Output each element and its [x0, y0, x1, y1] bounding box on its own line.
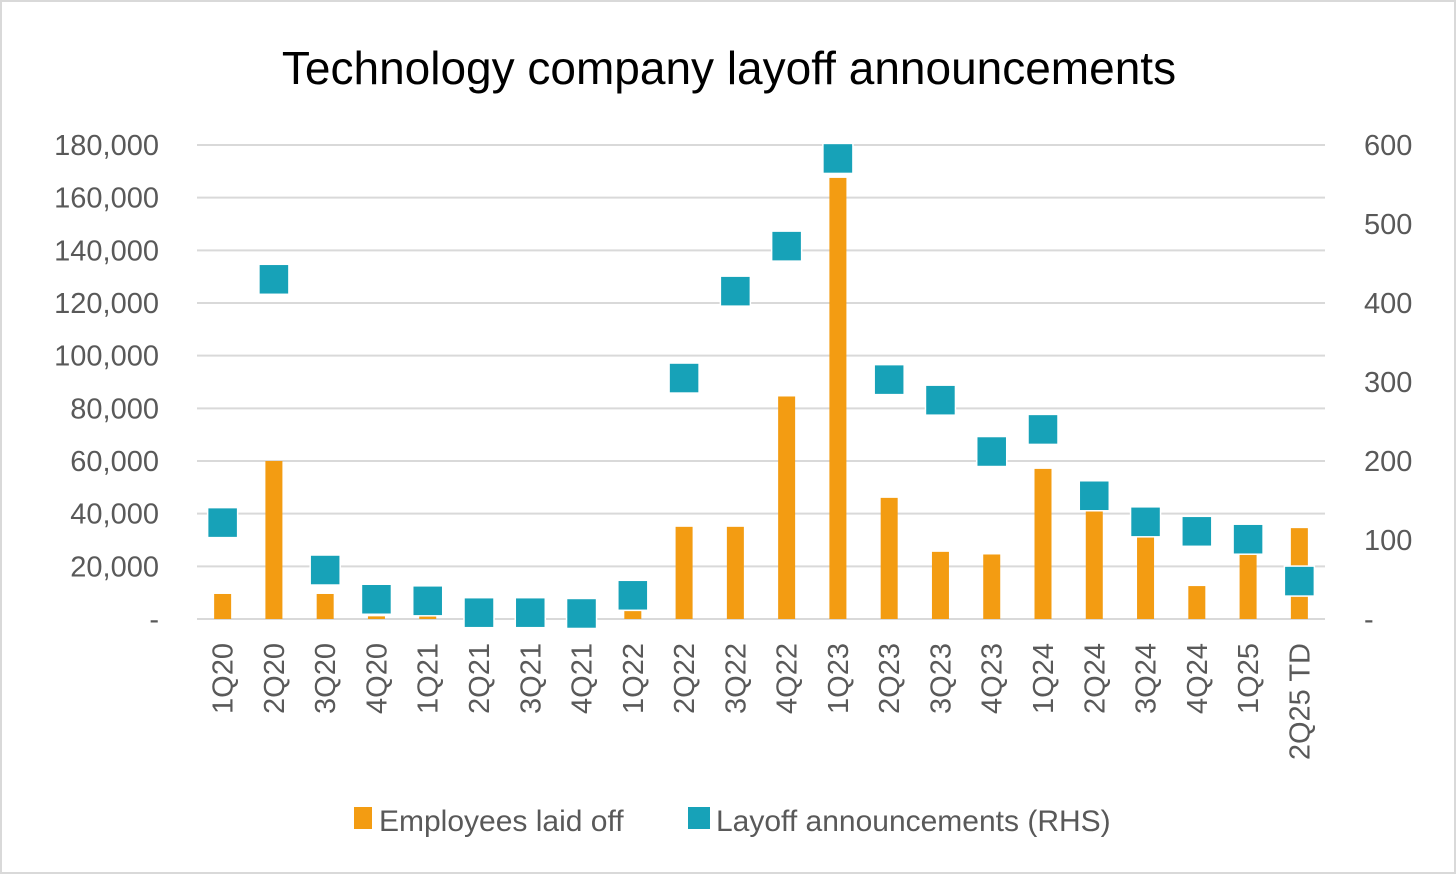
bar-employees-laid-off [316, 593, 334, 619]
marker-layoff-announcements [975, 435, 1008, 468]
marker-layoff-announcements [206, 506, 239, 539]
bar-employees-laid-off [624, 611, 642, 619]
x-tick-label: 2Q23 [874, 643, 906, 714]
left-tick-label: 140,000 [54, 235, 159, 267]
bar-employees-laid-off [1188, 586, 1206, 619]
left-tick-label: 120,000 [54, 288, 159, 320]
left-tick-label: 160,000 [54, 183, 159, 215]
x-tick-label: 3Q20 [310, 643, 342, 714]
legend-swatch-announcements [688, 807, 710, 829]
bar-employees-laid-off [880, 497, 898, 619]
right-axis: - 100 200 300 400 500 600 [1364, 130, 1412, 636]
x-tick-label: 2Q21 [464, 643, 496, 714]
right-tick-label: - [1364, 604, 1374, 636]
marker-layoff-announcements [1181, 515, 1213, 548]
bar-employees-laid-off [214, 593, 232, 619]
x-tick-label: 3Q24 [1131, 643, 1163, 714]
marker-layoff-announcements [1027, 413, 1059, 446]
x-tick-label: 4Q20 [361, 643, 393, 714]
bar-employees-laid-off [367, 616, 385, 619]
x-tick-label: 4Q24 [1182, 643, 1214, 714]
bar-series [214, 177, 1308, 619]
left-tick-label: 40,000 [70, 499, 159, 531]
marker-layoff-announcements [822, 142, 854, 175]
x-tick-label: 4Q23 [977, 643, 1009, 714]
x-tick-label: 4Q21 [567, 643, 599, 714]
right-tick-label: 200 [1364, 446, 1412, 478]
marker-layoff-announcements [719, 275, 752, 307]
bar-employees-laid-off [983, 554, 1001, 619]
x-tick-label: 1Q22 [618, 643, 650, 714]
marker-series [206, 142, 1316, 630]
bar-employees-laid-off [931, 551, 949, 619]
marker-layoff-announcements [411, 585, 444, 617]
x-tick-label: 3Q21 [515, 643, 547, 714]
x-tick-label: 2Q25 TD [1284, 643, 1316, 760]
legend-swatch-employees [354, 807, 372, 829]
marker-layoff-announcements [770, 230, 803, 262]
x-axis: 1Q20 2Q20 3Q20 4Q20 1Q21 2Q21 3Q21 4Q21 1Q22 2Q22… [208, 643, 1317, 760]
bar-employees-laid-off [419, 616, 437, 619]
bar-employees-laid-off [829, 177, 847, 619]
bar-employees-laid-off [675, 526, 693, 619]
legend-label-announcements: Layoff announcements (RHS) [716, 805, 1111, 838]
x-tick-label: 4Q22 [772, 643, 804, 714]
marker-layoff-announcements [924, 384, 957, 416]
left-tick-label: 80,000 [70, 393, 159, 425]
left-tick-label: 100,000 [54, 341, 159, 373]
bar-employees-laid-off [1034, 468, 1052, 619]
marker-layoff-announcements [258, 263, 290, 296]
x-tick-label: 2Q20 [259, 643, 291, 714]
marker-layoff-announcements [565, 597, 598, 630]
gridlines [197, 144, 1325, 620]
right-tick-label: 100 [1364, 525, 1412, 557]
x-tick-label: 2Q24 [1079, 643, 1111, 714]
marker-layoff-announcements [873, 363, 905, 396]
x-tick-label: 1Q24 [1028, 643, 1060, 714]
right-tick-label: 500 [1364, 209, 1412, 241]
marker-layoff-announcements [360, 583, 393, 615]
bar-employees-laid-off [265, 461, 283, 619]
marker-layoff-announcements [1283, 565, 1316, 597]
x-tick-label: 1Q20 [208, 643, 240, 714]
bar-employees-laid-off [778, 396, 796, 619]
marker-layoff-announcements [1078, 480, 1111, 512]
left-axis: - 20,000 40,000 60,000 80,000 100,000 120,000 1… [54, 130, 159, 636]
marker-layoff-announcements [309, 554, 341, 586]
x-tick-label: 1Q25 [1233, 643, 1265, 714]
right-tick-label: 300 [1364, 367, 1412, 399]
marker-layoff-announcements [463, 596, 495, 629]
left-tick-label: 60,000 [70, 446, 159, 478]
chart-title: Technology company layoff announcements [282, 42, 1176, 94]
x-tick-label: 1Q23 [823, 643, 855, 714]
marker-layoff-announcements [1232, 523, 1264, 555]
x-tick-label: 3Q23 [925, 643, 957, 714]
bar-employees-laid-off [1239, 553, 1257, 619]
left-tick-label: - [149, 604, 159, 636]
right-tick-label: 600 [1364, 130, 1412, 162]
legend: Employees laid off Layoff announcements … [354, 805, 1111, 838]
bar-employees-laid-off [1137, 534, 1155, 619]
left-tick-label: 180,000 [54, 130, 159, 162]
left-tick-label: 20,000 [70, 551, 159, 583]
marker-layoff-announcements [514, 596, 547, 629]
bar-employees-laid-off [1085, 508, 1103, 619]
x-tick-label: 1Q21 [413, 643, 445, 714]
right-tick-label: 400 [1364, 288, 1412, 320]
marker-layoff-announcements [617, 579, 649, 612]
bar-employees-laid-off [726, 526, 744, 619]
x-tick-label: 2Q22 [669, 643, 701, 714]
marker-layoff-announcements [668, 362, 700, 394]
legend-label-employees: Employees laid off [379, 805, 624, 838]
x-tick-label: 3Q22 [720, 643, 752, 714]
marker-layoff-announcements [1129, 506, 1162, 538]
